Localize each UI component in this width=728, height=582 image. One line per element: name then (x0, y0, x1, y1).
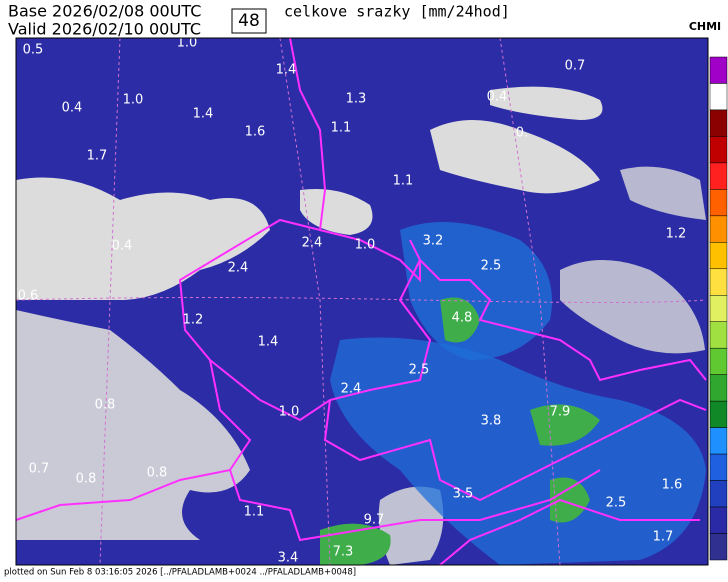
dry-area (560, 260, 705, 354)
value-label: 7.9 (550, 405, 571, 420)
logo: CHMI (689, 20, 721, 33)
value-label: 2.5 (606, 496, 627, 511)
value-label: 1.4 (276, 63, 297, 78)
value-label: 1.2 (183, 313, 204, 328)
colorbar-swatch (709, 268, 728, 296)
dry-area (16, 177, 270, 300)
value-labels: 0.5 1.0 1.4 0.7 1.0 1.3 0.4 0.4 1.4 1.6 1.1 0. 1.7 1.… (18, 36, 687, 566)
colorbar-swatch (709, 347, 728, 375)
colorbar-swatch (709, 136, 728, 164)
border (178, 37, 707, 422)
heavy-area (440, 297, 480, 343)
colorbar-swatch (709, 56, 728, 84)
value-label: 1.0 (355, 238, 376, 253)
value-label: 1.2 (666, 227, 687, 242)
map-frame (15, 37, 709, 566)
value-label: 1.7 (653, 530, 674, 545)
value-label: 2.4 (228, 261, 249, 276)
value-label: 0.6 (18, 289, 39, 304)
colorbar-swatch (709, 533, 728, 561)
map: 0.5 1.0 1.4 0.7 1.0 1.3 0.4 0.4 1.4 1.6 1.1 0. 1.7 1.… (15, 36, 708, 566)
heavy-area (550, 477, 590, 523)
value-label: 9.7 (364, 513, 385, 528)
value-label: 3.8 (481, 414, 502, 429)
value-label: 1.1 (244, 505, 265, 520)
value-label: 1.1 (331, 121, 352, 136)
dry-area (300, 189, 373, 235)
value-label: 0. (516, 126, 528, 141)
value-label: 0.7 (29, 462, 50, 477)
value-label: 1.6 (662, 478, 683, 493)
lead-time: 48 (238, 11, 260, 31)
map-title: celkove srazky [mm/24hod] (284, 3, 510, 21)
value-label: 0.4 (487, 90, 508, 105)
dry-area (490, 86, 603, 120)
colorbar-swatch (709, 83, 728, 111)
colorbar-swatch (709, 506, 728, 534)
colorbar-swatch (709, 400, 728, 428)
border (319, 229, 421, 283)
colorbar-swatch (709, 480, 728, 508)
border (323, 398, 707, 502)
colorbar-swatch (709, 109, 728, 137)
colorbar-swatch (709, 295, 728, 322)
value-label: 0.5 (23, 43, 44, 58)
value-label: 1.0 (279, 405, 300, 420)
dry-area (620, 166, 706, 220)
value-label: 4.8 (452, 311, 473, 326)
value-label: 0.4 (62, 101, 83, 116)
colorbar-swatch (709, 453, 728, 481)
colorbar-swatch (709, 321, 728, 349)
value-label: 1.1 (393, 174, 414, 189)
value-label: 1.4 (258, 335, 279, 350)
colorbar-swatch (709, 374, 728, 402)
lead-box (231, 8, 267, 34)
heavy-area (530, 404, 600, 446)
value-label: 1.7 (87, 149, 108, 164)
graticule (15, 297, 707, 303)
value-label: 2.5 (409, 363, 430, 378)
wet-area (330, 337, 706, 565)
value-label: 1.0 (177, 36, 198, 51)
wet-area (400, 222, 552, 360)
dry-area (16, 310, 250, 540)
value-label: 0.7 (565, 59, 586, 74)
value-label: 7.3 (333, 545, 354, 560)
colorbar-swatch (709, 215, 728, 243)
footer: plotted on Sun Feb 8 03:16:05 2026 [../P… (4, 568, 356, 578)
graticule (99, 37, 561, 566)
colorbar-swatch (709, 162, 728, 190)
value-label: 2.5 (481, 259, 502, 274)
value-label: 0.8 (95, 398, 116, 413)
dry-area (430, 120, 600, 194)
value-label: 1.4 (193, 107, 214, 122)
colorbar-swatch (709, 189, 728, 217)
value-label: 1.0 (123, 93, 144, 108)
colorbar-swatch (709, 427, 728, 455)
colorbar (709, 56, 728, 561)
base-time: Base 2026/02/08 00UTC (8, 2, 201, 21)
value-label: 0.4 (112, 239, 133, 254)
value-label: 0.8 (147, 466, 168, 481)
border (15, 468, 601, 542)
dry-area (378, 486, 444, 565)
value-label: 1.6 (245, 125, 266, 140)
value-label: 2.4 (302, 236, 323, 251)
value-label: 1.3 (346, 92, 367, 107)
value-label: 2.4 (341, 382, 362, 397)
value-label: 3.4 (278, 551, 299, 566)
colorbar-swatch (709, 242, 728, 270)
value-label: 0.8 (76, 472, 97, 487)
value-label: 3.5 (453, 487, 474, 502)
value-label: 3.2 (423, 234, 444, 249)
border (439, 498, 700, 566)
border (209, 359, 252, 471)
valid-time: Valid 2026/02/10 00UTC (8, 20, 201, 39)
